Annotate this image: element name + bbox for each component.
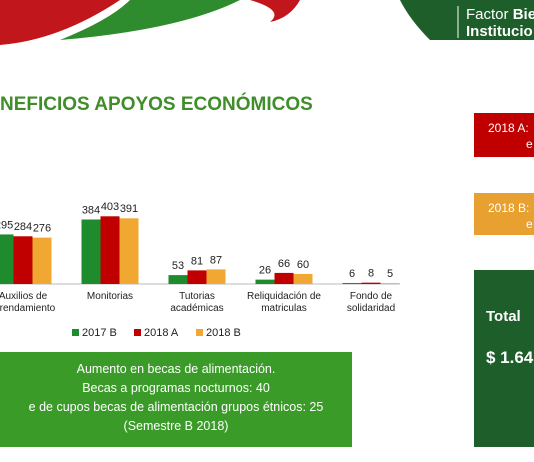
x-tick-label: Tutorias académicas bbox=[170, 291, 224, 314]
side-box: Total $ 1.64 bbox=[474, 270, 534, 447]
bar bbox=[119, 218, 139, 284]
side-box: 2018 A: e bbox=[474, 113, 534, 157]
value-label: 81 bbox=[191, 255, 203, 267]
legend-label: 2018 A bbox=[144, 327, 179, 339]
legend-swatch bbox=[134, 329, 141, 336]
bar bbox=[0, 234, 14, 284]
x-tick-label: Auxilios de arrendamiento bbox=[0, 291, 56, 314]
x-tick-label: Reliquidación de matriculas bbox=[247, 291, 321, 314]
bar bbox=[100, 216, 120, 284]
note-line: Becas a programas nocturnos: 40 bbox=[82, 381, 270, 395]
bar bbox=[293, 273, 313, 284]
note-box: Aumento en becas de alimentación. Becas a… bbox=[0, 352, 352, 447]
side-box-line: 2018 A: bbox=[488, 121, 529, 135]
bar bbox=[342, 282, 362, 284]
bar bbox=[380, 283, 400, 284]
x-tick-label: Monitorias bbox=[86, 291, 134, 302]
x-tick-label: Fondo de solidaridad bbox=[346, 291, 396, 314]
note-line: e de cupos becas de alimentación grupos … bbox=[28, 400, 324, 414]
bar bbox=[361, 282, 381, 284]
side-box: 2018 B: e bbox=[474, 193, 534, 235]
side-box-line: Total bbox=[486, 308, 521, 325]
value-label: 391 bbox=[120, 203, 138, 215]
decor bbox=[0, 0, 120, 45]
value-label: 284 bbox=[14, 221, 32, 233]
brand-line: Institucio bbox=[466, 23, 533, 40]
brand-word: Factor bbox=[466, 6, 509, 23]
value-label: 384 bbox=[82, 204, 100, 216]
value-label: 60 bbox=[297, 259, 309, 271]
legend-swatch bbox=[196, 329, 203, 336]
value-label: 53 bbox=[172, 260, 184, 272]
bar bbox=[13, 236, 33, 284]
side-box-line: $ 1.64 bbox=[486, 348, 534, 367]
value-label: 87 bbox=[210, 254, 222, 266]
note-line: (Semestre B 2018) bbox=[123, 419, 229, 433]
value-label: 6 bbox=[349, 268, 355, 280]
legend-label: 2017 B bbox=[82, 327, 117, 339]
side-box-line: e bbox=[526, 217, 533, 231]
value-label: 8 bbox=[368, 268, 374, 280]
decor bbox=[250, 0, 300, 22]
note-line: Aumento en becas de alimentación. bbox=[76, 362, 276, 376]
legend-swatch bbox=[72, 329, 79, 336]
banner bbox=[400, 0, 534, 40]
brand: Factor Bie bbox=[466, 6, 534, 23]
bar bbox=[168, 275, 188, 284]
bar bbox=[255, 279, 275, 284]
value-label: 66 bbox=[278, 258, 290, 270]
chart-title: NEFICIOS APOYOS ECONÓMICOS bbox=[0, 93, 313, 115]
value-label: 5 bbox=[387, 268, 393, 280]
side-box-line: 2018 B: bbox=[488, 201, 530, 215]
decor bbox=[40, 0, 240, 40]
value-label: 403 bbox=[101, 201, 119, 213]
bar bbox=[274, 272, 294, 284]
side-box-line: e bbox=[526, 137, 533, 151]
brand-bold: Bie bbox=[513, 6, 534, 23]
bar bbox=[32, 237, 52, 284]
value-label: 295 bbox=[0, 219, 13, 231]
value-label: 26 bbox=[259, 265, 271, 277]
value-label: 276 bbox=[33, 223, 51, 235]
bar bbox=[187, 270, 207, 284]
bar bbox=[81, 219, 101, 284]
bar bbox=[206, 269, 226, 284]
legend-label: 2018 B bbox=[206, 327, 241, 339]
